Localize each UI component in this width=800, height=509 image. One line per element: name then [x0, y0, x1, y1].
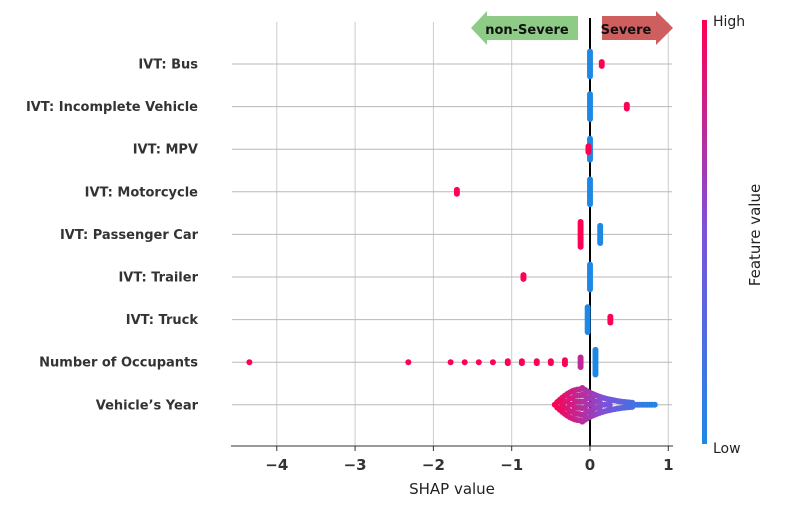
x-tick-label: −2 — [422, 456, 445, 474]
colorbar-title: Feature value — [746, 184, 764, 286]
arrow-severe-label: Severe — [601, 23, 652, 38]
feature-label: IVT: Trailer — [118, 271, 198, 286]
feature-label: IVT: Incomplete Vehicle — [26, 100, 198, 115]
shap-point — [447, 359, 454, 366]
shap-point — [405, 359, 412, 366]
shap-point — [518, 360, 525, 367]
shap-point — [246, 359, 253, 366]
feature-label: Number of Occupants — [39, 356, 198, 371]
shap-point — [623, 105, 630, 112]
shap-point — [504, 360, 511, 367]
shap-point — [606, 401, 613, 408]
shap-point — [651, 401, 658, 408]
grid-lines — [232, 22, 672, 446]
data-points — [246, 48, 658, 425]
shap-point — [453, 190, 460, 197]
feature-label: IVT: MPV — [133, 143, 198, 158]
feature-label: Vehicle’s Year — [96, 398, 199, 413]
shap-point — [598, 62, 605, 69]
shap-point — [461, 359, 468, 366]
shap-point — [587, 73, 593, 80]
colorbar-gradient — [702, 20, 707, 444]
feature-label: IVT: Motorcycle — [85, 185, 199, 200]
shap-point — [547, 360, 554, 367]
shap-point — [577, 363, 584, 370]
shap-point — [475, 359, 482, 366]
shap-point — [585, 149, 592, 156]
x-tick-label: −3 — [344, 456, 367, 474]
x-axis-label: SHAP value — [409, 480, 495, 498]
x-tick-label: −4 — [265, 456, 288, 474]
shap-point — [489, 359, 496, 366]
shap-point — [561, 361, 568, 368]
shap-point — [533, 360, 540, 367]
shap-point — [584, 328, 591, 335]
shap-point — [520, 275, 527, 282]
shap-point — [577, 243, 584, 250]
shap-point — [597, 239, 604, 246]
arrow-non-severe-label: non-Severe — [485, 23, 569, 38]
colorbar-high-label: High — [713, 14, 745, 30]
arrow-non-severe: non-Severe — [471, 11, 578, 45]
shap-point — [592, 371, 599, 378]
feature-label: IVT: Passenger Car — [60, 228, 199, 243]
shap-point — [587, 115, 593, 122]
x-tick-label: 0 — [585, 456, 595, 474]
x-tick-label: 1 — [663, 456, 673, 474]
colorbar: High Low Feature value — [702, 14, 764, 457]
shap-point — [587, 286, 593, 293]
shap-point — [607, 319, 614, 326]
arrow-severe: Severe — [601, 11, 673, 45]
feature-label: IVT: Truck — [126, 313, 199, 328]
shap-point — [587, 201, 593, 208]
shap-point — [587, 156, 593, 163]
feature-labels: IVT: Bus IVT: Incomplete Vehicle IVT: MPV I… — [26, 58, 199, 414]
feature-label: IVT: Bus — [138, 58, 198, 73]
colorbar-low-label: Low — [713, 441, 741, 457]
x-tick-label: −1 — [500, 456, 523, 474]
x-axis: −4 −3 −2 −1 0 1 — [231, 445, 674, 474]
